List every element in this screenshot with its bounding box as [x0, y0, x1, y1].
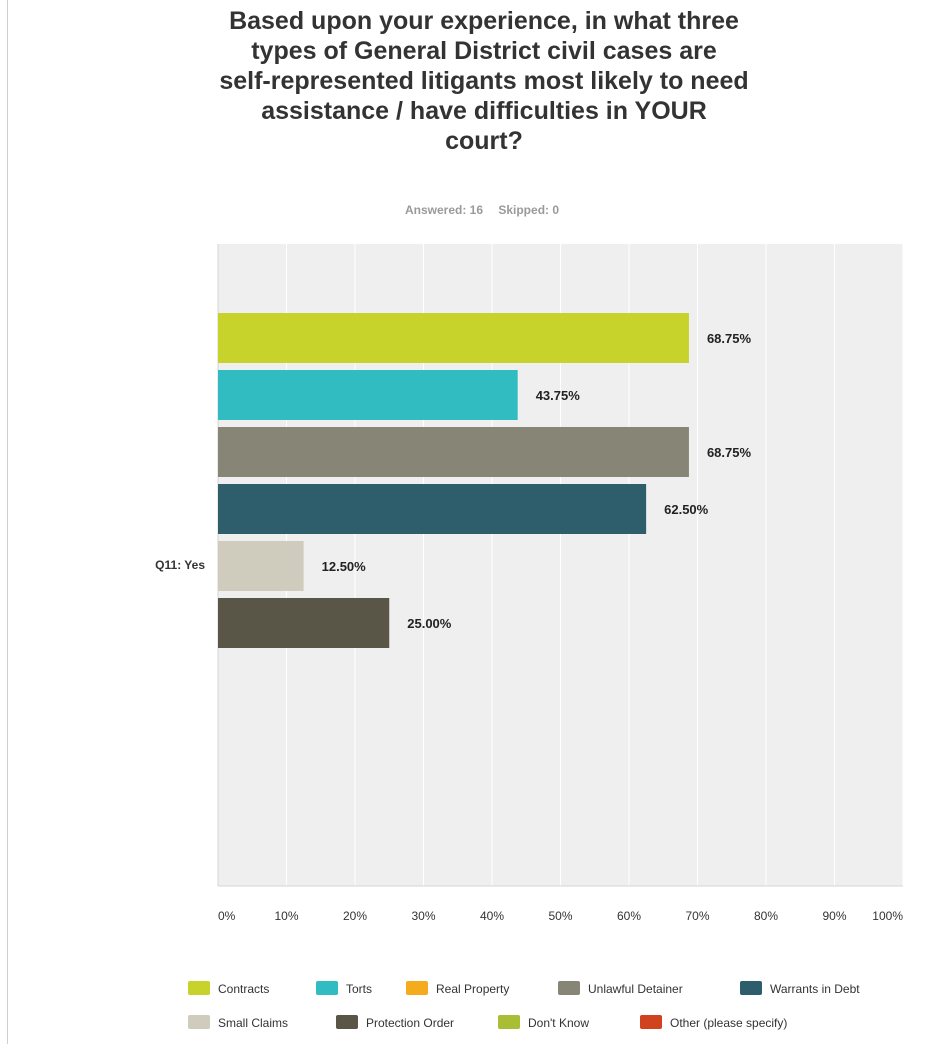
legend-label: Torts [346, 982, 373, 996]
x-tick-label: 50% [548, 909, 572, 923]
title-line: types of General District civil cases ar… [251, 37, 717, 65]
legend-label: Real Property [436, 982, 510, 996]
legend-swatch [640, 1015, 662, 1029]
category-label: Q11: Yes [155, 558, 205, 572]
x-tick-label: 80% [754, 909, 778, 923]
data-label: 68.75% [707, 331, 752, 346]
x-tick-label: 90% [822, 909, 846, 923]
x-tick-label: 20% [343, 909, 367, 923]
legend-swatch [558, 981, 580, 995]
bar [218, 541, 304, 591]
bar [218, 484, 647, 534]
legend-swatch [188, 1015, 210, 1029]
answered-count: Answered: 16 [404, 203, 483, 217]
x-tick-label: 0% [218, 909, 236, 923]
title-line: court? [445, 127, 523, 155]
title-line: Based upon your experience, in what thre… [229, 7, 739, 35]
bar [218, 370, 518, 420]
x-tick-label: 30% [411, 909, 435, 923]
x-tick-label: 60% [617, 909, 641, 923]
legend-swatch [336, 1015, 358, 1029]
legend-swatch [498, 1015, 520, 1029]
legend-label: Other (please specify) [670, 1016, 788, 1030]
bar [218, 313, 689, 363]
legend-swatch [188, 981, 210, 995]
skipped-count: Skipped: 0 [498, 203, 560, 217]
data-label: 12.50% [322, 559, 367, 574]
chart-title: Based upon your experience, in what thre… [160, 6, 808, 156]
response-stats: Answered: 16 Skipped: 0 [0, 203, 938, 217]
legend-label: Don't Know [528, 1016, 589, 1030]
legend-swatch [316, 981, 338, 995]
x-tick-label: 40% [480, 909, 504, 923]
legend-label: Protection Order [366, 1016, 455, 1030]
title-line: self-represented litigants most likely t… [219, 67, 749, 95]
legend-label: Unlawful Detainer [588, 982, 683, 996]
legend-swatch [740, 981, 762, 995]
data-label: 62.50% [664, 502, 709, 517]
legend-label: Small Claims [218, 1016, 289, 1030]
data-label: 68.75% [707, 445, 752, 460]
bar [218, 598, 390, 648]
x-tick-label: 70% [685, 909, 709, 923]
data-label: 43.75% [536, 388, 581, 403]
legend-label: Warrants in Debt [770, 982, 860, 996]
legend-label: Contracts [218, 982, 270, 996]
x-tick-label: 10% [274, 909, 298, 923]
x-tick-label: 100% [872, 909, 903, 923]
page-left-border [7, 0, 8, 1044]
data-label: 25.00% [407, 616, 452, 631]
bar [218, 427, 689, 477]
legend-swatch [406, 981, 428, 995]
title-line: assistance / have difficulties in YOUR [261, 97, 707, 125]
bar-chart: 0% 10% 20% 30% 40% 50% 60% 70% 80% 90% 100% Q11: Ye… [155, 244, 904, 923]
